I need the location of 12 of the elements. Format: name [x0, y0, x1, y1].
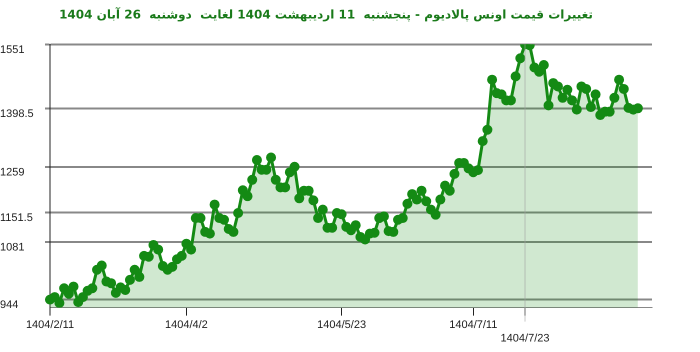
y-tick-label: 1551	[0, 44, 24, 56]
y-tick-label: 1081	[0, 242, 24, 254]
x-tick-label: 1404/5/23	[317, 319, 366, 332]
y-tick-label: 944	[0, 299, 18, 312]
y-tick-label: 1398.5	[0, 108, 34, 120]
x-tick-label: 1404/4/2	[164, 319, 208, 332]
x-tick-label: 1404/2/11	[26, 319, 74, 332]
x-tick-label: 1404/7/11	[449, 319, 498, 332]
chart-title: تغییرات قیمت اونس پالادیوم - پنجشنبه 11 اردیبهشت 1404 لغایت دوشنبه 26 آبان 1404	[59, 6, 593, 22]
y-tick-label: 1151.5	[0, 212, 33, 224]
x-tick-label: 1404/7/23	[500, 332, 550, 344]
y-tick-label: 1259	[0, 166, 24, 179]
